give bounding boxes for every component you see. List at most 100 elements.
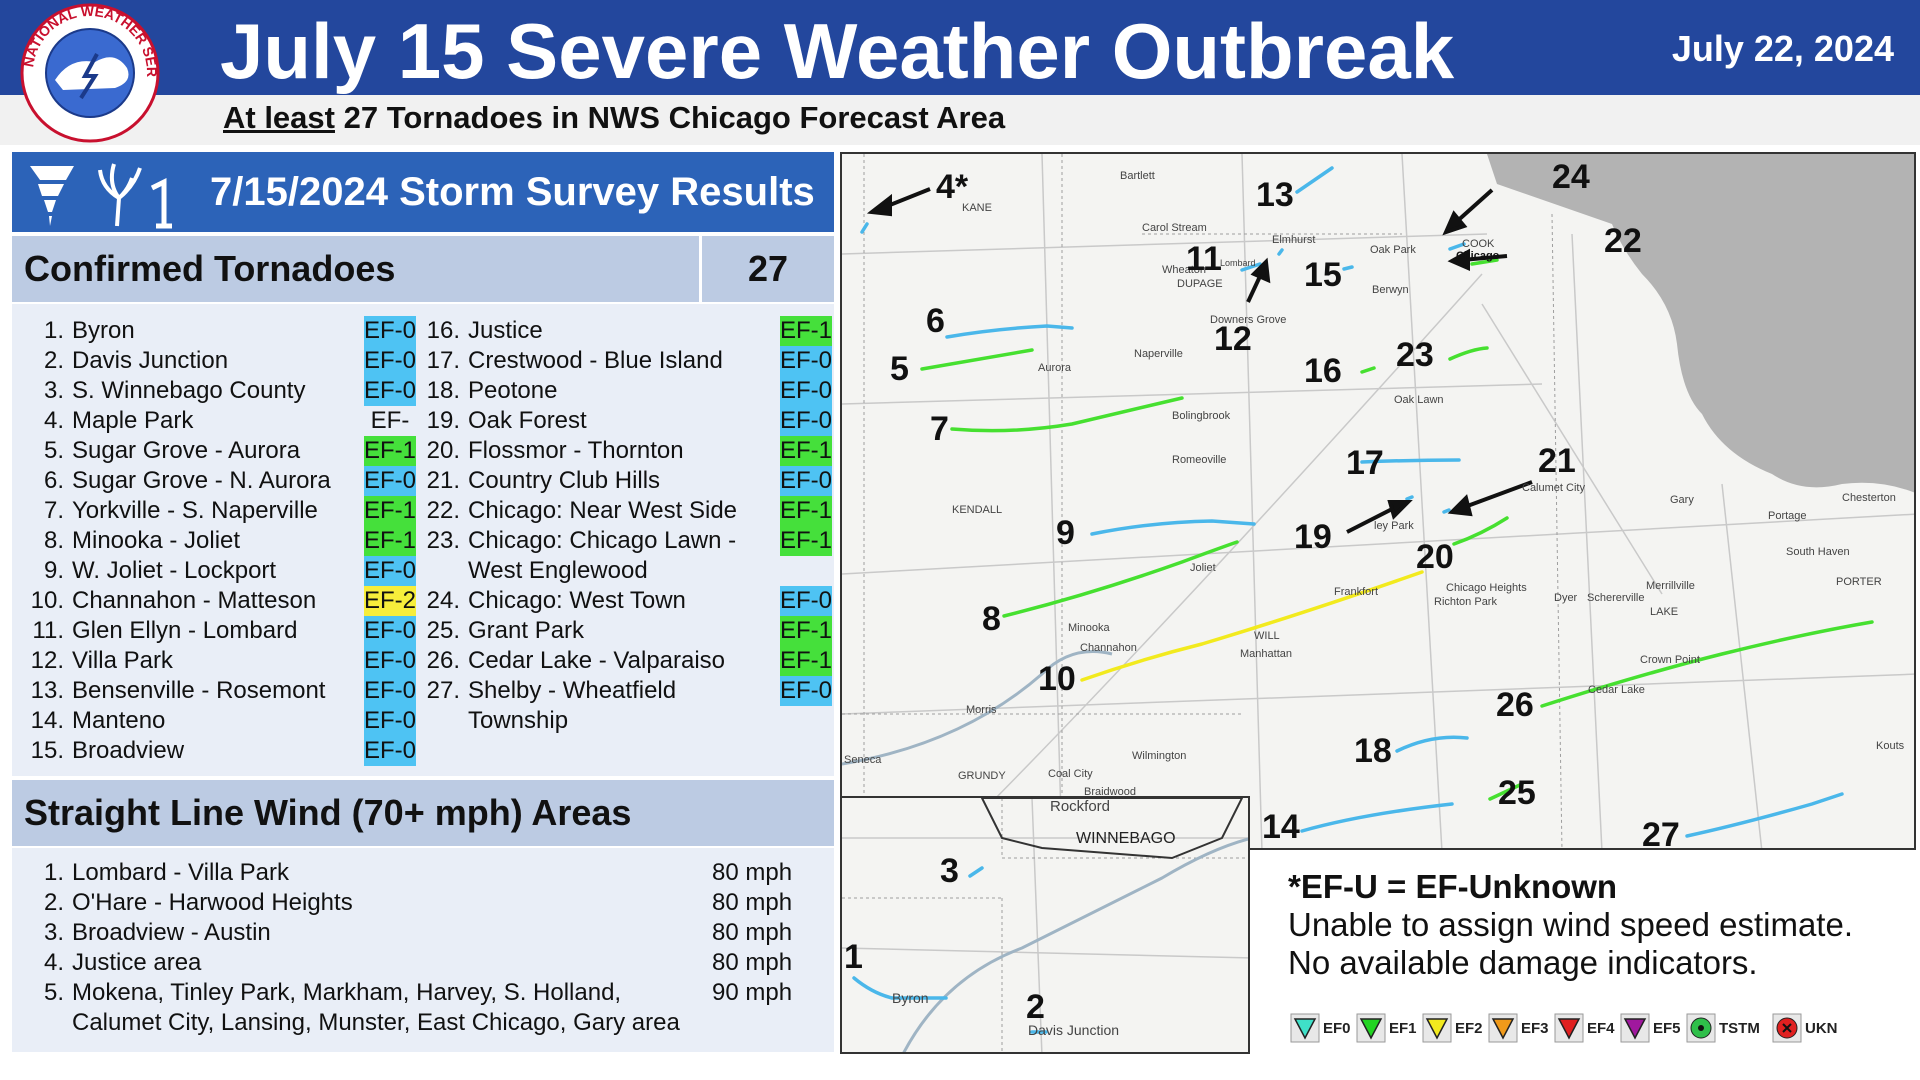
place-label: WILL xyxy=(1254,630,1280,642)
tornado-name: Crestwood - Blue Island xyxy=(468,347,723,374)
place-label: Kouts xyxy=(1876,740,1905,752)
tornado-number: 10. xyxy=(30,587,64,614)
place-label: Oak Park xyxy=(1370,244,1416,256)
wind-area-number: 5. xyxy=(43,979,64,1006)
tornado-rating-badge: EF-0 xyxy=(780,676,833,706)
inset-place-label: Davis Junction xyxy=(1028,1022,1120,1038)
place-label: Frankfort xyxy=(1334,586,1379,598)
tornado-name: Yorkville - S. Naperville xyxy=(72,497,318,524)
tornado-list-item: 5. Sugar Grove - Aurora xyxy=(12,436,300,466)
tornado-rating-badge: EF-0 xyxy=(780,346,833,376)
legend-label: EF4 xyxy=(1587,1019,1615,1037)
wind-area-name: Broadview - Austin xyxy=(72,919,271,946)
tornado-number: 7. xyxy=(43,497,64,524)
tornado-number: 6. xyxy=(43,467,64,494)
circle-icon xyxy=(1772,1013,1802,1043)
tornado-number: 2. xyxy=(43,347,64,374)
inset-tornado-label: 2 xyxy=(1026,988,1045,1026)
tornado-rating-badge: EF-1 xyxy=(364,436,417,466)
place-label: Carol Stream xyxy=(1142,222,1207,234)
tornado-list-item: 24. Chicago: West Town xyxy=(424,586,686,616)
tornado-number: 15. xyxy=(30,737,64,764)
tornado-number: 4. xyxy=(43,407,64,434)
tornado-label: 5 xyxy=(890,350,909,388)
place-label: Manhattan xyxy=(1240,648,1292,660)
tornado-label: 22 xyxy=(1604,222,1642,260)
tornado-list-item: 9. W. Joliet - Lockport xyxy=(12,556,276,586)
tornado-label: 13 xyxy=(1256,176,1294,214)
place-label: Aurora xyxy=(1038,362,1072,374)
legend-item-ef0: EF0 xyxy=(1290,1010,1351,1046)
legend-item-tstm: TSTM xyxy=(1686,1010,1760,1046)
tornado-name-continued: Township xyxy=(468,707,569,734)
tornado-number: 14. xyxy=(30,707,64,734)
tornado-list-item: 1. Byron xyxy=(12,316,135,346)
wind-speed: 80 mph xyxy=(712,919,793,946)
tornado-number: 13. xyxy=(30,677,64,704)
tornado-name: Manteno xyxy=(72,707,166,734)
tornado-number: 3. xyxy=(43,377,64,404)
tornado-number: 27. xyxy=(426,677,460,704)
place-label: Berwyn xyxy=(1372,284,1409,296)
tornado-name: Maple Park xyxy=(72,407,194,434)
tornado-number: 21. xyxy=(426,467,460,494)
tornado-number: 25. xyxy=(426,617,460,644)
tornado-number: 12. xyxy=(30,647,64,674)
tornado-number: 9. xyxy=(43,557,64,584)
tornado-name: Sugar Grove - N. Aurora xyxy=(72,467,331,494)
ef-unknown-title: *EF-U = EF-Unknown xyxy=(1288,868,1618,905)
legend-label: EF3 xyxy=(1521,1019,1549,1037)
place-label: Chicago Heights xyxy=(1446,582,1527,594)
place-label: Wilmington xyxy=(1132,750,1187,762)
place-label: Cedar Lake xyxy=(1588,684,1645,696)
tornado-name: Byron xyxy=(72,317,135,344)
tornado-list-item: 16. Justice xyxy=(424,316,543,346)
place-label: PORTER xyxy=(1836,576,1882,588)
tornado-name: Cedar Lake - Valparaiso xyxy=(468,647,726,674)
tornado-rating-badge: EF-0 xyxy=(364,466,417,496)
nws-logo: NATIONAL WEATHER SERVICE xyxy=(15,2,160,143)
place-label: Calumet City xyxy=(1522,482,1585,494)
place-label: Portage xyxy=(1768,510,1807,522)
tornado-name: Grant Park xyxy=(468,617,585,644)
legend-label: TSTM xyxy=(1719,1019,1760,1037)
tornado-rating-badge: EF-0 xyxy=(364,676,417,706)
tornado-list-item: 11. Glen Ellyn - Lombard xyxy=(12,616,297,646)
inset-place-label: Rockford xyxy=(1050,798,1111,815)
tornado-name: Flossmor - Thornton xyxy=(468,437,684,464)
inset-tornado-label: 1 xyxy=(844,938,863,976)
wind-speed: 80 mph xyxy=(712,949,793,976)
wind-heading-bar xyxy=(12,780,834,846)
tornado-number: 23. xyxy=(426,527,460,554)
tornado-label: 26 xyxy=(1496,686,1534,724)
tornado-label: 6 xyxy=(926,302,945,340)
subtitle-rest: 27 Tornadoes in NWS Chicago Forecast Are… xyxy=(334,100,1006,135)
place-label: Dyer xyxy=(1554,592,1578,604)
survey-title-bar xyxy=(12,152,834,232)
place-label: Lombard xyxy=(1220,258,1256,268)
wind-speed: 90 mph xyxy=(712,979,793,1006)
tornado-label: 21 xyxy=(1538,442,1576,480)
ef-unknown-line2: Unable to assign wind speed estimate. xyxy=(1288,906,1853,943)
tornado-list: 1. Byron EF-0 2. Davis Junction EF-0 3. S. Winn… xyxy=(12,304,834,776)
tornado-list-item: 20. Flossmor - Thornton xyxy=(424,436,684,466)
place-label: Bolingbrook xyxy=(1172,410,1231,422)
place-label: KENDALL xyxy=(952,504,1003,516)
tornado-name: Broadview xyxy=(72,737,185,764)
tornado-rating-badge: EF-0 xyxy=(364,646,417,676)
place-label: Morris xyxy=(966,704,997,716)
tornado-rating-badge: EF-1 xyxy=(780,646,833,676)
tornado-label: 27 xyxy=(1642,816,1680,850)
tornado-rating-badge: EF-1 xyxy=(364,496,417,526)
wind-area-number: 2. xyxy=(43,889,64,916)
tornado-rating-badge: EF-0 xyxy=(364,556,417,586)
tornado-label: 17 xyxy=(1346,444,1384,482)
tornado-rating-badge: EF-1 xyxy=(780,526,833,556)
tornado-rating-badge: EF-1 xyxy=(364,526,417,556)
wind-area-list: 1. Lombard - Villa Park 80 mph 2. O'Hare - H… xyxy=(12,848,834,1052)
confirmed-tornadoes-heading: Confirmed Tornadoes xyxy=(24,248,396,289)
tornado-rating-badge: EF-0 xyxy=(364,376,417,406)
tornado-list-item: 19. Oak Forest xyxy=(424,406,587,436)
subtitle: At least 27 Tornadoes in NWS Chicago For… xyxy=(223,100,1005,136)
tornado-list-item: 23. Chicago: Chicago Lawn - xyxy=(424,526,737,556)
